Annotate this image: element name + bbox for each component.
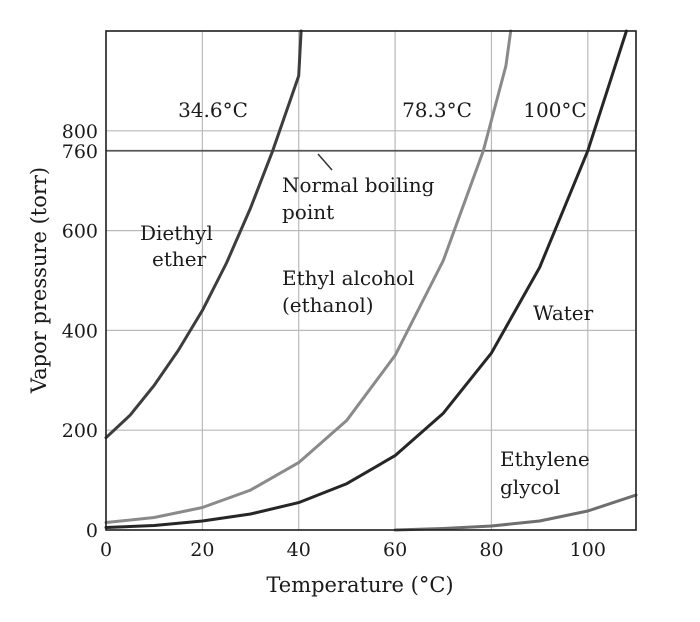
grid	[106, 31, 636, 530]
plot-frame-rect	[105, 30, 637, 531]
y-tick-label-200: 200	[62, 420, 98, 442]
boiling-point-label-2: 100°C	[523, 98, 586, 122]
x-tick-label-60: 60	[383, 539, 407, 561]
series-label-diethyl-ether-line-1: Diethyl	[140, 221, 213, 245]
annotations: 34.6°C 78.3°C 100°C Normal boiling point Diet…	[140, 98, 594, 499]
series-label-ethyl-alcohol-ethanol-line-1: Ethyl alcohol	[282, 266, 414, 290]
y-tick-label-0: 0	[86, 520, 98, 542]
series-line-ethylene-glycol	[393, 493, 638, 532]
normal-boiling-point-label-line-1: Normal boiling	[282, 173, 435, 197]
series-line-water	[104, 29, 628, 529]
x-tick-label-40: 40	[287, 539, 311, 561]
series-line-ethyl-alcohol-ethanol	[104, 29, 513, 524]
series-label-ethylene-glycol-line-2: glycol	[500, 475, 560, 499]
y-tick-label-800: 800	[62, 121, 98, 143]
series-label-diethyl-ether-line-2: ether	[152, 247, 207, 271]
series-layer	[104, 29, 638, 532]
y-tick-label-600: 600	[62, 221, 98, 243]
x-tick-label-100: 100	[570, 539, 606, 561]
series-line-diethyl-ether	[104, 29, 303, 440]
y-tick-label-760: 760	[62, 141, 98, 163]
series-label-ethyl-alcohol-ethanol-line-2: (ethanol)	[282, 293, 374, 317]
x-tick-label-0: 0	[100, 539, 112, 561]
series-label-ethylene-glycol-line-1: Ethylene	[500, 447, 590, 471]
plot-frame	[105, 30, 637, 531]
x-tick-label-20: 20	[190, 539, 214, 561]
x-axis-title: Temperature (°C)	[266, 573, 453, 597]
boiling-point-label-1: 78.3°C	[402, 98, 472, 122]
series-label-water-line-1: Water	[533, 301, 594, 325]
x-tick-label-80: 80	[479, 539, 503, 561]
y-tick-label-400: 400	[62, 320, 98, 342]
normal-boiling-point-leader	[317, 153, 333, 171]
normal-boiling-point-label-line-2: point	[282, 200, 334, 224]
boiling-point-label-0: 34.6°C	[178, 98, 248, 122]
y-axis-title: Vapor pressure (torr)	[27, 167, 51, 394]
